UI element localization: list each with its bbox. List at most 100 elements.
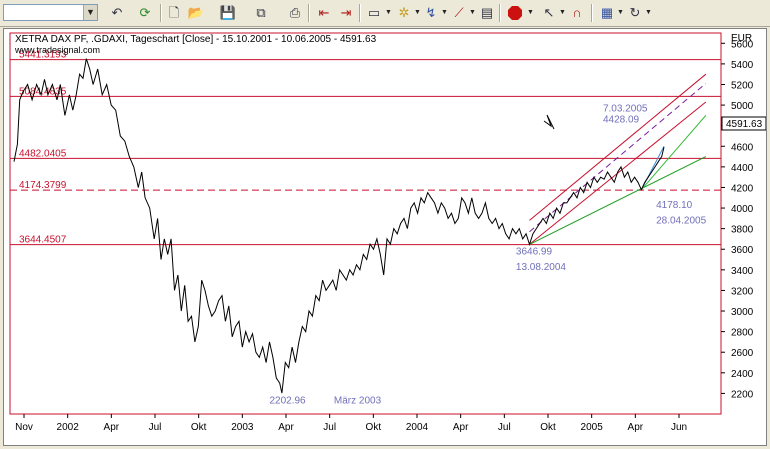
y-tick-label: 2600	[731, 348, 754, 359]
y-axis-label: EUR	[731, 33, 752, 44]
y-tick-label: 3400	[731, 266, 754, 277]
toolbar-separator	[359, 4, 361, 22]
x-tick-label: Jun	[671, 422, 687, 433]
drawing-tools-icon[interactable]: ↯	[425, 5, 437, 20]
undo-icon[interactable]: ↶	[111, 5, 123, 20]
stop-icon[interactable]	[506, 4, 524, 22]
chart-canvas[interactable]: 5441.3193 5084.4835 4482.0405 4174.3799 3644…	[4, 29, 766, 445]
y-tick-label: 2400	[731, 369, 754, 380]
back-icon[interactable]: ⇤	[318, 5, 330, 20]
annotation-label: März 2003	[334, 396, 382, 407]
y-tick-label: 3800	[731, 225, 754, 236]
redo-icon[interactable]: ↻	[629, 5, 641, 20]
annotation-label: 13.08.2004	[516, 262, 566, 273]
x-tick-label: Apr	[104, 422, 120, 433]
chevron-down-icon[interactable]: ▼	[469, 9, 476, 16]
chevron-down-icon[interactable]: ▼	[385, 9, 392, 16]
trend-line-channel-mid	[529, 83, 707, 233]
y-tick-label: 5600	[731, 39, 754, 50]
x-tick-label: Okt	[366, 422, 382, 433]
y-tick-label: 2200	[731, 389, 754, 400]
y-tick-label: 4200	[731, 183, 754, 194]
chevron-down-icon[interactable]: ▼	[645, 9, 652, 16]
indicator-icon[interactable]: ✲	[398, 5, 410, 20]
copy-icon[interactable]: ⧉	[256, 5, 266, 20]
y-tick-label: 2800	[731, 328, 754, 339]
y-tick-label: 3600	[731, 245, 754, 256]
chevron-down-icon[interactable]: ▼	[83, 5, 97, 20]
x-tick-label: Apr	[278, 422, 294, 433]
y-tick-label: 3200	[731, 286, 754, 297]
watermark: www.tradesignal.com	[14, 45, 100, 55]
annotation-label: 4428.09	[603, 115, 640, 126]
trend-line-icon[interactable]: ⟋	[454, 5, 464, 20]
horizontal-levels: 5441.3193 5084.4835 4482.0405 4174.3799 3644…	[10, 50, 721, 246]
annotation-label: 7.03.2005	[603, 103, 648, 114]
y-tick-label: 3000	[731, 307, 754, 318]
chart-window-icon[interactable]: ▭	[367, 5, 381, 20]
level-label: 4482.0405	[19, 148, 67, 159]
forward-icon[interactable]: ⇥	[340, 5, 352, 20]
level-label: 5084.4835	[19, 86, 67, 97]
properties-icon[interactable]: ▤	[480, 5, 494, 20]
plot-area	[9, 32, 722, 415]
toolbar-separator	[499, 4, 501, 22]
last-value-marker: 4591.63	[721, 116, 766, 131]
x-tick-label: 2005	[581, 422, 604, 433]
x-tick-label: 2003	[231, 422, 254, 433]
x-tick-label: Apr	[628, 422, 644, 433]
annotation-label: 2202.96	[269, 396, 306, 407]
chevron-down-icon[interactable]: ▼	[414, 9, 421, 16]
x-tick-label: Nov	[15, 422, 33, 433]
chevron-down-icon[interactable]: ▼	[527, 9, 534, 16]
open-folder-icon[interactable]: 📂	[187, 5, 205, 20]
last-value-label: 4591.63	[726, 119, 763, 130]
chevron-down-icon[interactable]: ▼	[559, 9, 566, 16]
x-tick-label: Okt	[540, 422, 556, 433]
arrow-annotation	[543, 114, 555, 130]
template-icon[interactable]: ▦	[600, 5, 614, 20]
annotation-label: 28.04.2005	[656, 216, 706, 227]
new-doc-icon[interactable]: 🗋	[168, 5, 180, 20]
last-value-box	[721, 116, 766, 131]
trend-lines	[529, 73, 707, 245]
print-icon[interactable]: ⎙	[289, 5, 301, 20]
magnet-icon[interactable]: ∩	[572, 5, 582, 20]
y-axis: 2200 2400 2600 2800 3000 3200 3400 3600 3800 4000…	[721, 39, 754, 400]
x-tick-label: Okt	[191, 422, 207, 433]
level-label: 3644.4507	[19, 235, 67, 246]
chevron-down-icon[interactable]: ▼	[441, 9, 448, 16]
y-tick-label: 5400	[731, 60, 754, 71]
trend-line-channel-upper	[529, 73, 707, 221]
annotation-label: 3646.99	[516, 246, 553, 257]
x-tick-label: 2002	[57, 422, 80, 433]
refresh-icon[interactable]: ⟳	[139, 5, 151, 20]
level-label: 4174.3799	[19, 180, 67, 191]
x-tick-label: Jul	[498, 422, 511, 433]
x-tick-label: Jul	[323, 422, 336, 433]
x-tick-label: Apr	[453, 422, 469, 433]
annotation-label: 4178.10	[656, 200, 693, 211]
y-tick-label: 4600	[731, 142, 754, 153]
pointer-icon[interactable]: ↖	[543, 5, 555, 20]
trend-line-support2	[641, 115, 707, 191]
symbol-combo[interactable]: ▼	[3, 4, 98, 21]
x-tick-label: 2004	[406, 422, 429, 433]
chart-window[interactable]: 5441.3193 5084.4835 4482.0405 4174.3799 3644…	[3, 28, 767, 446]
level-label: 5441.3193	[19, 50, 67, 61]
toolbar-separator	[591, 4, 593, 22]
price-line	[13, 58, 665, 394]
save-icon[interactable]: 💾	[219, 5, 237, 20]
y-tick-label: 5200	[731, 80, 754, 91]
x-tick-label: Jul	[149, 422, 162, 433]
x-axis: Nov 2002 Apr Jul Okt 2003 Apr Jul Okt 2004 Apr Jul O…	[15, 414, 687, 433]
chart-title: XETRA DAX PF, .GDAXI, Tageschart [Close]…	[15, 34, 377, 45]
toolbar: ▼ ↶ ⟳ 🗋 📂 💾 ⧉ ⎙ ⇤ ⇥ ▭ ▼ ✲ ▼ ↯ ▼ ⟋ ▼ ▤ ▼ …	[0, 0, 770, 27]
y-tick-label: 5000	[731, 101, 754, 112]
y-tick-label: 4000	[731, 204, 754, 215]
toolbar-separator	[160, 4, 162, 22]
trend-line-support	[529, 156, 707, 245]
toolbar-separator	[308, 4, 310, 22]
chevron-down-icon[interactable]: ▼	[617, 9, 624, 16]
